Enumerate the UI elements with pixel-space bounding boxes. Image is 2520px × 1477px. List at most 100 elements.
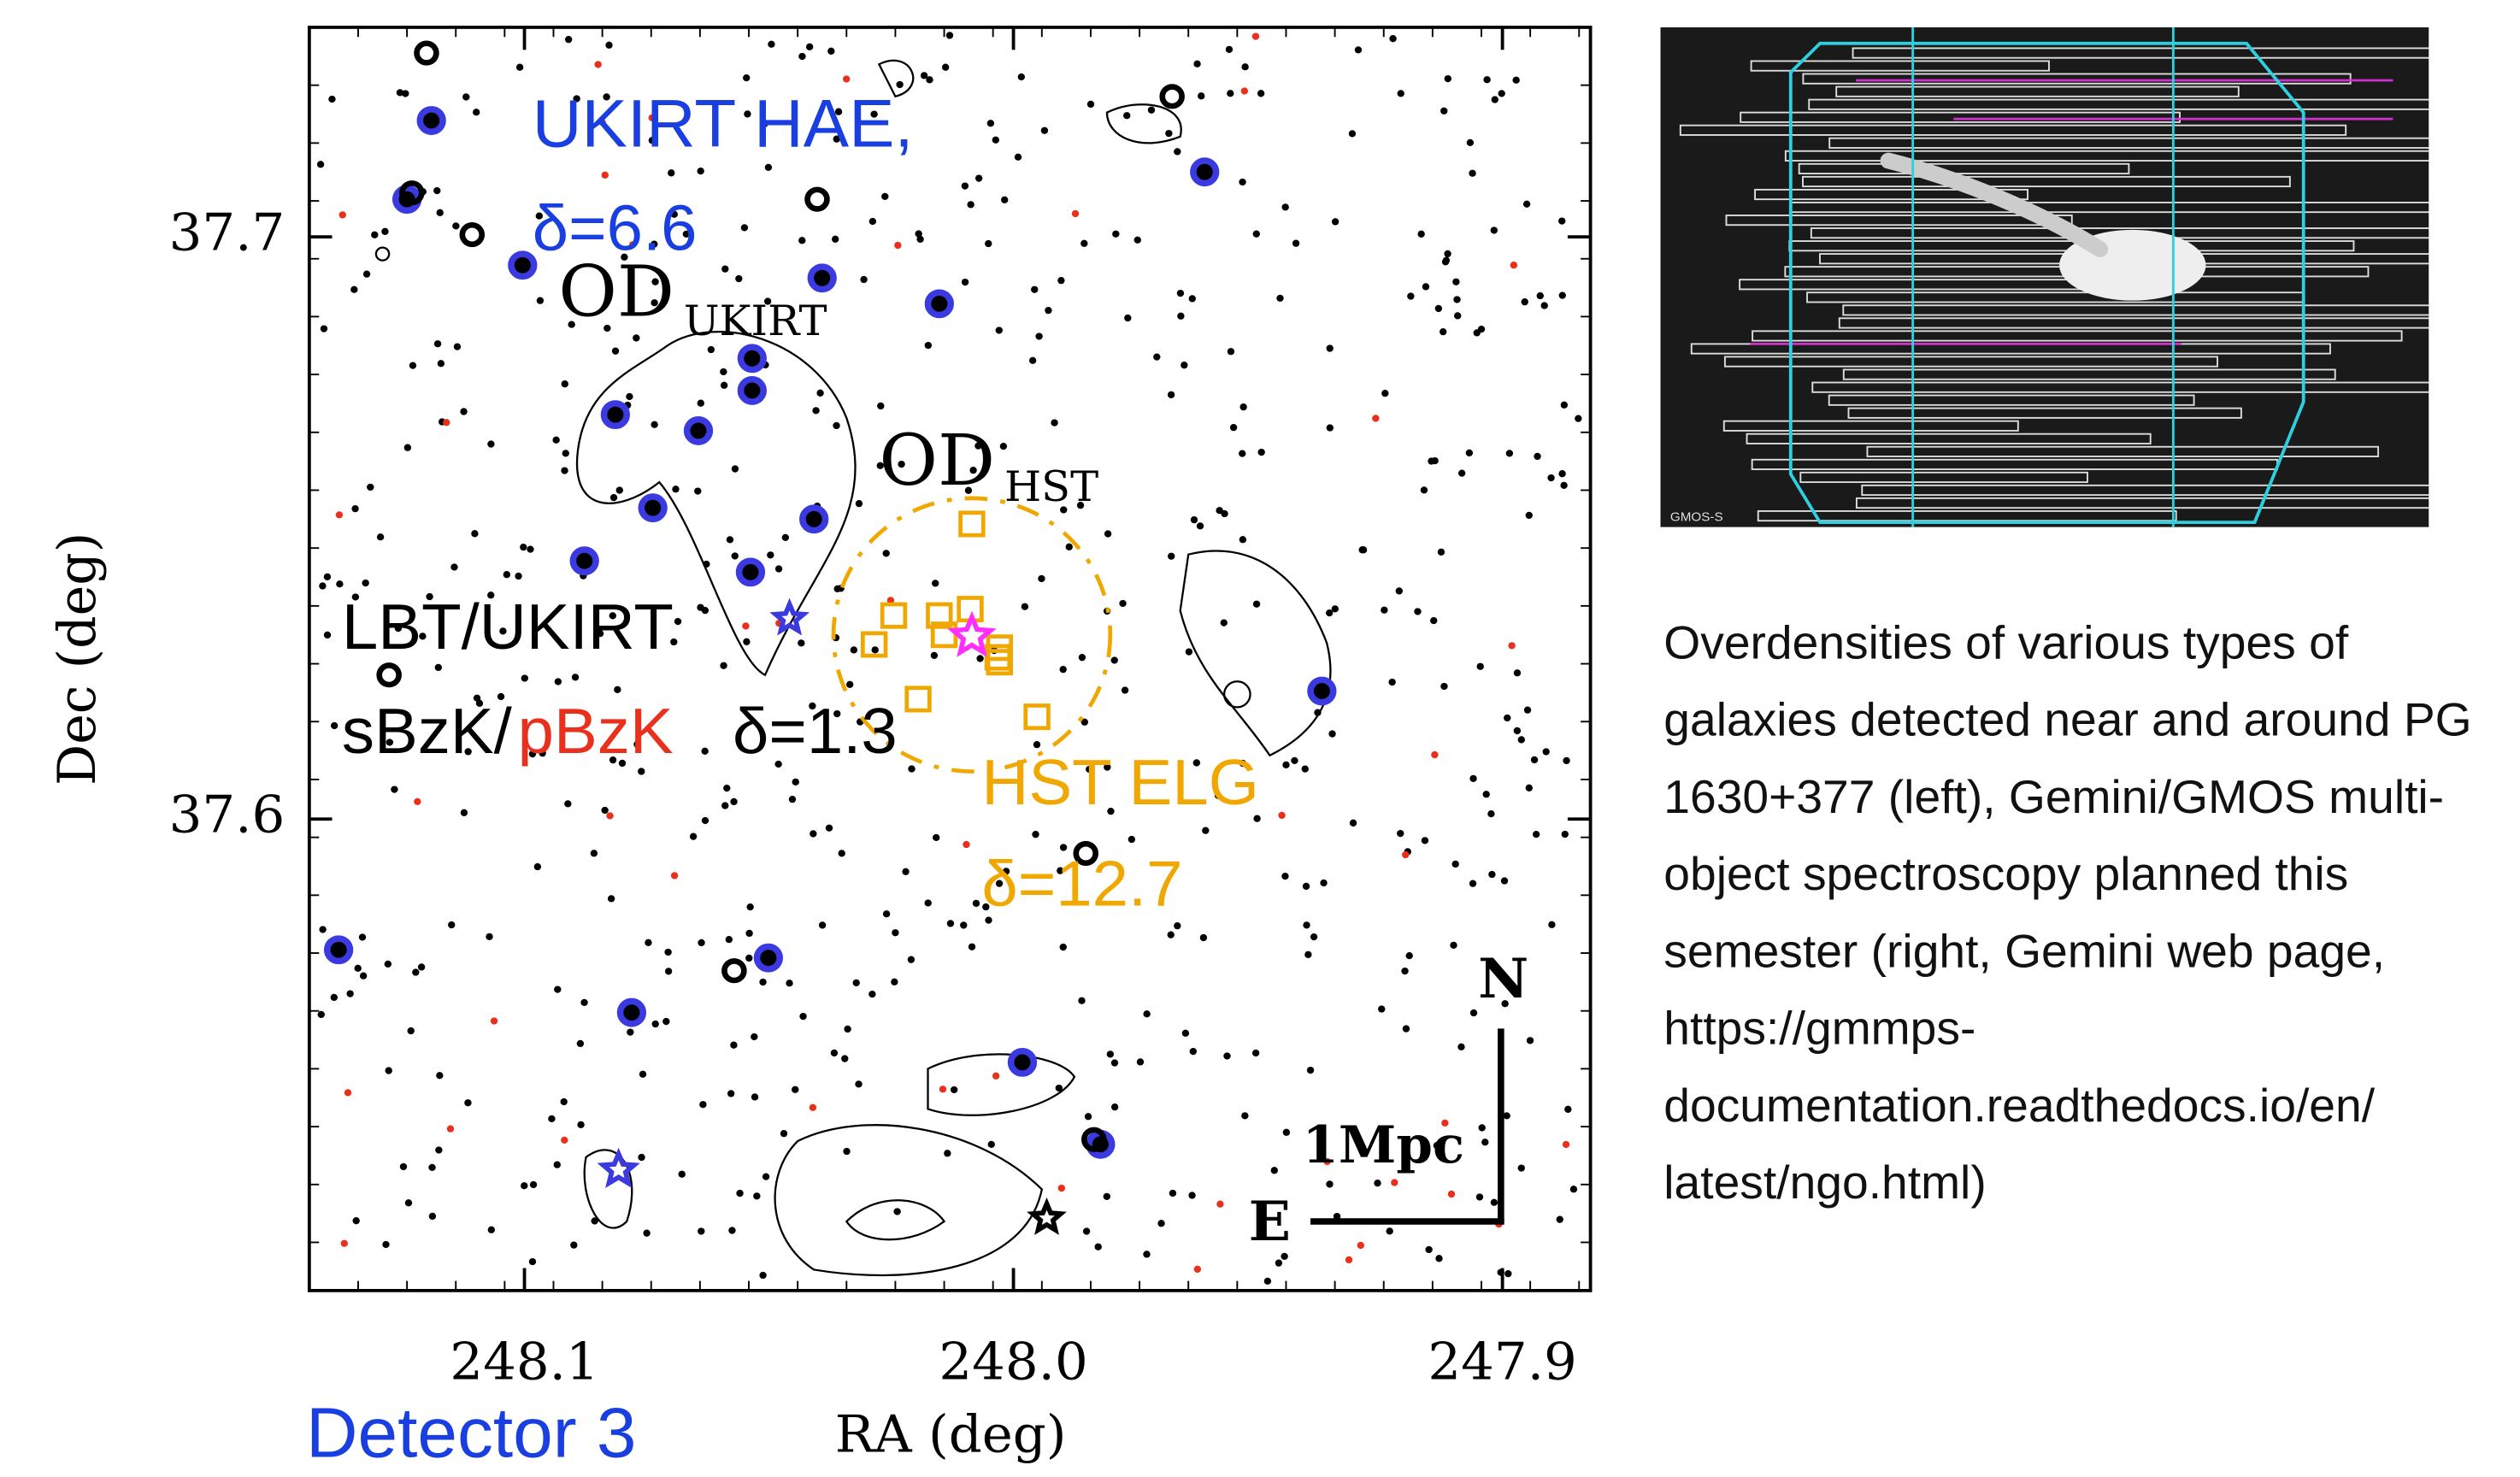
galaxy-dot xyxy=(1186,648,1192,655)
red-dot xyxy=(339,211,346,218)
galaxy-dot xyxy=(985,240,992,247)
galaxy-dot xyxy=(806,44,813,50)
galaxy-dot xyxy=(1198,92,1204,99)
galaxy-dot xyxy=(833,422,839,429)
galaxy-dot xyxy=(1466,450,1473,456)
galaxy-dot xyxy=(591,850,598,856)
galaxy-dot xyxy=(1292,240,1299,247)
galaxy-dot xyxy=(1378,1005,1385,1012)
galaxy-dot xyxy=(973,900,980,907)
galaxy-dot xyxy=(1537,292,1544,299)
galaxy-dot xyxy=(792,779,799,786)
galaxy-dot xyxy=(435,664,442,671)
galaxy-dot xyxy=(450,563,457,570)
galaxy-dot xyxy=(560,1098,567,1105)
red-dot xyxy=(1357,1242,1364,1249)
galaxy-dot xyxy=(405,1199,412,1206)
galaxy-dot xyxy=(1200,934,1207,941)
galaxy-dot xyxy=(1396,587,1403,594)
galaxy-dot xyxy=(1406,952,1413,959)
galaxy-dot xyxy=(552,437,559,444)
red-dot xyxy=(447,1126,454,1133)
galaxy-dot xyxy=(679,1171,686,1178)
red-dot xyxy=(1402,851,1409,858)
galaxy-dot xyxy=(1174,148,1181,155)
galaxy-dot xyxy=(652,1021,659,1027)
galaxy-dot xyxy=(1514,669,1521,676)
galaxy-dot xyxy=(1388,679,1395,686)
galaxy-dot xyxy=(321,325,327,332)
galaxy-dot xyxy=(1428,457,1434,464)
elg xyxy=(1026,705,1049,727)
galaxy-dot xyxy=(367,484,374,491)
galaxy-dot xyxy=(1454,312,1461,319)
galaxy-dot xyxy=(1491,1199,1498,1206)
galaxy-dot xyxy=(616,486,623,493)
galaxy-dot xyxy=(992,137,999,144)
caption-line: 1630+377 (left), Gemini/GMOS multi- xyxy=(1663,770,2444,823)
annotation: UKIRT xyxy=(684,297,827,346)
caption-line: galaxies detected near and around PG xyxy=(1663,693,2471,746)
red-dot xyxy=(561,1137,568,1144)
galaxy-dot xyxy=(662,1018,669,1025)
galaxy-dot xyxy=(570,1242,577,1249)
galaxy-dot xyxy=(1283,1129,1290,1136)
galaxy-dot xyxy=(730,1042,737,1049)
galaxy-dot xyxy=(697,168,704,174)
galaxy-dot xyxy=(855,1080,862,1087)
galaxy-dot xyxy=(319,926,326,933)
galaxy-dot xyxy=(554,986,561,992)
galaxy-dot xyxy=(452,222,459,229)
galaxy-dot xyxy=(826,825,833,832)
galaxy-dot xyxy=(1104,1193,1110,1200)
galaxy-dot xyxy=(1060,944,1067,950)
galaxy-dot xyxy=(1134,237,1141,244)
red-dot xyxy=(671,872,678,879)
galaxy-dot xyxy=(844,1026,851,1033)
galaxy-dot xyxy=(1191,516,1198,523)
galaxy-dot xyxy=(436,1072,443,1079)
galaxy-dot xyxy=(1327,344,1334,351)
galaxy-dot xyxy=(1168,391,1175,398)
annotation: UKIRT HAE, xyxy=(533,85,914,161)
galaxy-dot xyxy=(1349,130,1356,137)
galaxy-dot xyxy=(562,380,568,387)
galaxy-dot xyxy=(1029,357,1036,364)
galaxy-dot xyxy=(1304,951,1311,958)
galaxy-dot xyxy=(1223,1052,1230,1059)
galaxy-dot xyxy=(856,500,863,507)
galaxy-dot xyxy=(727,1090,734,1097)
galaxy-dot xyxy=(1467,139,1474,146)
galaxy-dot xyxy=(1015,154,1022,161)
galaxy-dot xyxy=(694,487,701,494)
galaxy-dot xyxy=(605,42,612,49)
galaxy-dot xyxy=(1264,1278,1271,1285)
galaxy-dot xyxy=(759,979,766,986)
galaxy-dot xyxy=(701,748,708,755)
red-dot xyxy=(1058,1185,1065,1192)
galaxy-dot xyxy=(1481,1139,1488,1145)
galaxy-dot xyxy=(1476,1193,1483,1200)
galaxy-dot xyxy=(799,1013,806,1020)
galaxy-dot xyxy=(359,933,366,940)
red-dot xyxy=(414,798,421,805)
galaxy-dot xyxy=(698,400,704,407)
galaxy-dot xyxy=(1128,836,1135,843)
galaxy-dot xyxy=(908,956,915,963)
galaxy-dot xyxy=(1123,112,1130,119)
galaxy-dot xyxy=(409,362,416,368)
x-axis-label: RA (deg) xyxy=(835,1405,1067,1465)
galaxy-dot xyxy=(1057,277,1064,284)
galaxy-dot xyxy=(1095,1244,1102,1250)
galaxy-dot xyxy=(1561,402,1568,409)
elg xyxy=(961,513,984,535)
galaxy-dot xyxy=(782,534,789,541)
galaxy-dot xyxy=(1239,536,1246,543)
galaxy-dot xyxy=(745,930,752,937)
galaxy-dot xyxy=(1239,403,1246,410)
galaxy-dot xyxy=(1087,101,1094,108)
annotation: δ=1.3 xyxy=(733,695,898,767)
galaxy-dot xyxy=(668,169,674,176)
galaxy-dot xyxy=(1310,933,1317,940)
red-dot xyxy=(1508,642,1515,649)
